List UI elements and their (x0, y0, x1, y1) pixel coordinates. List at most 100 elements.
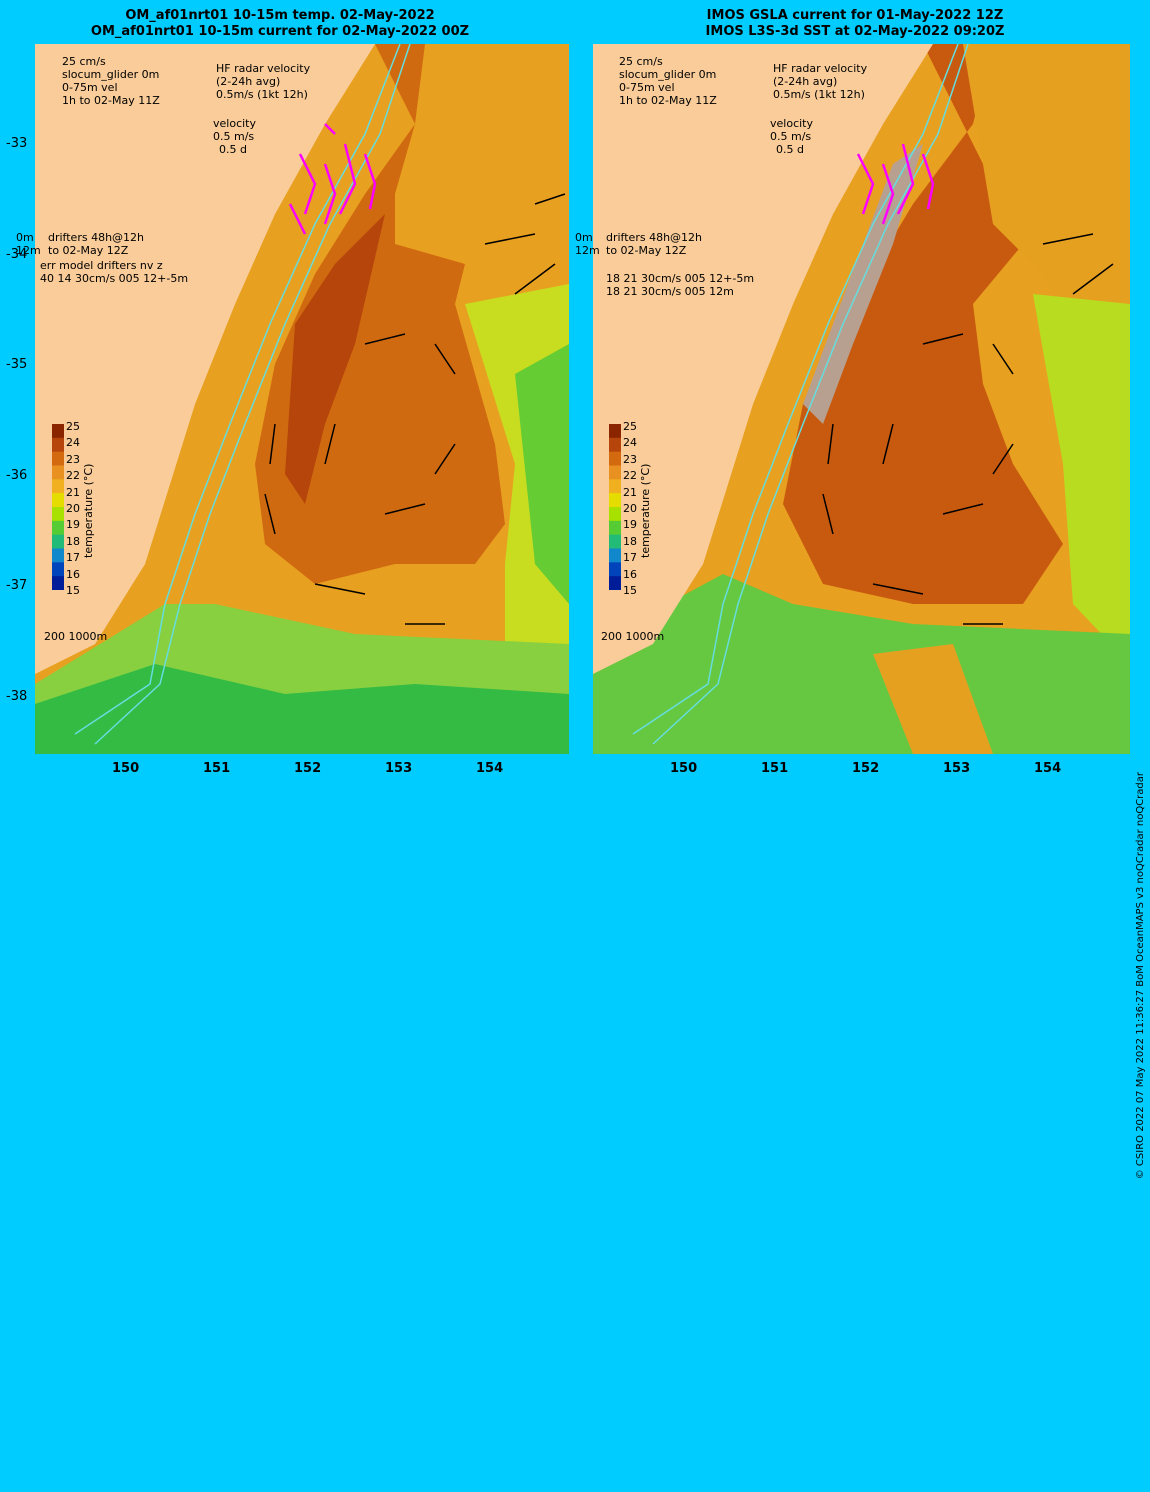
right-drifters: drifters 48h@12h (606, 231, 703, 244)
left-hf-title: HF radar velocity (216, 62, 311, 75)
colorbar-tick-label: 20 (623, 502, 637, 515)
colorbar-tick-label: 19 (623, 518, 637, 532)
colorbar-tick-label: 19 (66, 518, 80, 532)
colorbar-tick-label: 25 (623, 420, 637, 433)
right-velocity-label: velocity (770, 117, 813, 130)
colorbar-swatch (609, 507, 621, 522)
right-legend-vel: 0-75m vel (619, 81, 675, 94)
colorbar-tick-label: 18 (66, 534, 80, 548)
right-err1: 18 21 30cm/s 005 12+-5m (606, 272, 755, 285)
colorbar-tick-label: 21 (623, 485, 637, 499)
left-drifters-time: to 02-May 12Z (48, 244, 129, 257)
colorbar-swatch (609, 465, 621, 480)
right-velocity-days: 0.5 d (776, 143, 804, 156)
left-err1: err model drifters nv z (40, 259, 163, 272)
right-panel: IMOS GSLA current for 01-May-2022 12Z IM… (575, 0, 1135, 780)
right-title-line2: IMOS L3S-3d SST at 02-May-2022 09:20Z (705, 24, 1005, 39)
colorbar-tick-label: 17 (66, 551, 80, 565)
left-velocity-scale: 0.5 m/s (213, 130, 255, 143)
colorbar-tick-label: 25 (66, 420, 80, 433)
colorbar-swatch (52, 424, 64, 439)
lat-tick-label: -36 (6, 467, 28, 483)
colorbar-swatch (52, 465, 64, 480)
right-drifters-12m: 12m (575, 244, 600, 257)
right-isobath-1000 (652, 44, 969, 745)
colorbar-tick-label: 23 (66, 452, 80, 466)
colorbar-swatch (609, 437, 621, 453)
lon-tick-label: 154 (1034, 761, 1062, 776)
right-sea-ne (963, 44, 1130, 344)
right-map[interactable] (593, 44, 1130, 754)
right-colorbar (609, 424, 621, 591)
colorbar-swatch (609, 562, 621, 577)
colorbar-tick-label: 15 (623, 584, 637, 597)
colorbar-swatch (52, 548, 64, 563)
right-hf-title: HF radar velocity (773, 62, 868, 75)
left-panel-title: OM_af01nrt01 10-15m temp. 02-May-2022 OM… (0, 8, 560, 40)
left-land (35, 44, 375, 674)
right-colorbar-label: temperature (°C) (639, 463, 652, 558)
left-title-line2: OM_af01nrt01 10-15m current for 02-May-2… (90, 24, 470, 39)
lon-tick-label: 150 (112, 761, 140, 776)
left-velocity-arrows (264, 193, 566, 625)
right-err2: 18 21 30cm/s 005 12m (606, 285, 734, 298)
right-sea-east (1033, 294, 1130, 664)
colorbar-tick-label: 17 (623, 551, 637, 565)
right-isobath-200 (632, 44, 959, 735)
right-legend-glider: slocum_glider 0m (619, 68, 717, 81)
colorbar-swatch (52, 534, 64, 549)
colorbar-swatch (52, 451, 64, 466)
credit-line: © CSIRO 2022 07 May 2022 11:36:27 BoM Oc… (1135, 772, 1146, 1180)
right-hf-avg: (2-24h avg) (773, 75, 838, 88)
right-sea-south-warm (873, 644, 993, 754)
right-drifters-0m: 0m (575, 231, 593, 244)
right-isobath-label: 200 1000m (601, 630, 665, 643)
right-glider-tracks (856, 143, 935, 225)
lon-tick-label: 151 (761, 761, 789, 776)
left-isobath-1000 (94, 44, 411, 745)
colorbar-tick-label: 23 (623, 452, 637, 466)
right-legend-scale: 25 cm/s (619, 55, 663, 68)
left-sea-east-green (515, 344, 569, 604)
right-velocity-scale: 0.5 m/s (770, 130, 812, 143)
left-hf-scale: 0.5m/s (1kt 12h) (216, 88, 308, 101)
colorbar-swatch (52, 520, 64, 536)
right-sea-south (593, 574, 1130, 754)
left-isobath-label: 200 1000m (44, 630, 108, 643)
colorbar-swatch (609, 493, 621, 508)
right-land (593, 44, 933, 674)
right-title-line1: IMOS GSLA current for 01-May-2022 12Z (706, 8, 1004, 23)
lat-tick-label: -38 (6, 688, 28, 704)
right-velocity-arrows (822, 233, 1114, 625)
lon-tick-label: 153 (385, 761, 413, 776)
right-panel-title: IMOS GSLA current for 01-May-2022 12Z IM… (575, 8, 1135, 40)
colorbar-tick-label: 20 (66, 502, 80, 515)
right-legend-time: 1h to 02-May 11Z (619, 94, 717, 107)
lat-tick-label: -37 (6, 578, 28, 593)
colorbar-swatch (609, 534, 621, 549)
colorbar-swatch (52, 493, 64, 508)
left-drifters: drifters 48h@12h (48, 231, 145, 244)
right-drifters-time: to 02-May 12Z (606, 244, 687, 257)
colorbar-swatch (609, 451, 621, 466)
left-colorbar (52, 424, 64, 591)
left-drifters-0m: 0m (16, 231, 34, 244)
colorbar-swatch (609, 520, 621, 536)
right-hf-scale: 0.5m/s (1kt 12h) (773, 88, 865, 101)
colorbar-tick-label: 15 (66, 584, 80, 597)
lat-tick-label: -35 (6, 357, 28, 372)
left-title-line1: OM_af01nrt01 10-15m temp. 02-May-2022 (125, 8, 435, 23)
colorbar-tick-label: 18 (623, 534, 637, 548)
left-map[interactable] (35, 44, 569, 754)
colorbar-tick-label: 24 (623, 436, 637, 450)
colorbar-tick-label: 21 (66, 485, 80, 499)
colorbar-swatch (609, 576, 621, 591)
lon-tick-label: 154 (476, 761, 504, 776)
right-colorbar-swatches (609, 424, 621, 591)
left-sea-south-green (35, 664, 569, 754)
colorbar-tick-label: 24 (66, 436, 80, 450)
lon-tick-label: 151 (203, 761, 231, 776)
left-velocity-days: 0.5 d (219, 143, 247, 156)
colorbar-swatch (609, 479, 621, 494)
lon-tick-label: 153 (943, 761, 971, 776)
